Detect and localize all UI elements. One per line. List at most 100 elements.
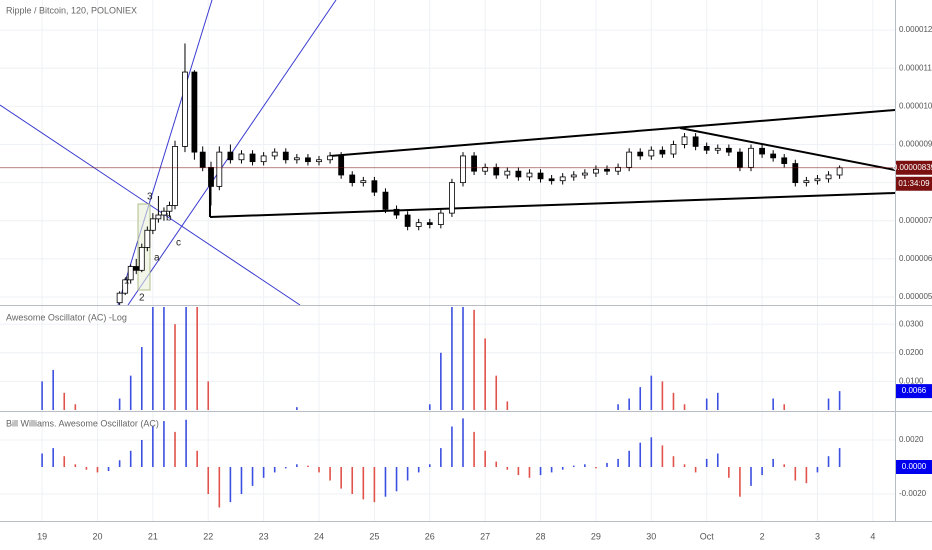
histogram-bar (74, 464, 77, 467)
y-tick-label: 0.0200 (899, 348, 924, 357)
histogram-bar (107, 467, 110, 472)
histogram-bar (118, 398, 121, 410)
histogram-bar (628, 398, 630, 410)
candle-body (792, 163, 799, 184)
x-tick-label: 28 (536, 531, 546, 541)
histogram-bar (794, 467, 797, 481)
histogram-bar (639, 442, 642, 467)
histogram-bar (639, 387, 642, 410)
candle-body (659, 149, 666, 155)
candle-body (208, 166, 214, 187)
x-tick-label: 26 (425, 531, 435, 541)
histogram-bar (694, 467, 697, 473)
candle-body (637, 151, 644, 157)
candle-body (759, 147, 765, 155)
candle-body (172, 145, 178, 206)
histogram-bar (118, 460, 121, 467)
histogram-bar (716, 392, 719, 410)
candle-body (526, 172, 533, 178)
histogram-bar (273, 467, 276, 473)
chart-title: Ripple / Bitcoin, 120, POLONIEX (6, 5, 137, 15)
y-tick-label: 0.00000900 (899, 140, 932, 149)
candle-body (282, 151, 289, 161)
candle-body (293, 157, 300, 161)
last-value-label: 0.00000839 (893, 163, 932, 172)
histogram-bar (373, 467, 376, 503)
candle-body (604, 168, 610, 172)
candle-body (748, 147, 754, 168)
candle-body (161, 210, 167, 216)
candle-body (559, 176, 566, 182)
histogram-bar (838, 448, 841, 467)
histogram-bar (462, 307, 464, 410)
histogram-bar (572, 465, 575, 467)
trendline (209, 192, 895, 218)
histogram-bar (650, 437, 653, 467)
histogram-bar (63, 392, 66, 410)
histogram-bar (528, 467, 531, 478)
candle-body (581, 172, 588, 176)
last-value-label: 0.0066 (902, 386, 927, 395)
histogram-bar (251, 467, 254, 486)
candle-body (515, 170, 522, 178)
histogram-bar (63, 456, 66, 467)
x-tick-label: 30 (646, 531, 656, 541)
histogram-bar (484, 338, 486, 410)
histogram-bar (783, 464, 786, 467)
histogram-bar (296, 464, 298, 467)
histogram-bar (52, 369, 54, 410)
candle-body (238, 153, 245, 161)
histogram-bar (650, 375, 653, 410)
y-tick-label: 0.00000600 (899, 254, 932, 263)
series (0, 43, 895, 305)
candle-body (349, 174, 356, 184)
histogram-bar (772, 398, 774, 410)
candle-body (327, 155, 333, 161)
x-tick-label: 24 (314, 531, 324, 541)
histogram-bar (240, 467, 243, 494)
candle-body (725, 147, 732, 153)
histogram-bar (561, 467, 564, 470)
trendline (679, 127, 895, 171)
candle-body (360, 180, 367, 184)
y-tick-label: 0.00000700 (899, 216, 932, 225)
y-tick-label: 0.0100 (899, 376, 924, 385)
candle-body (371, 180, 378, 193)
candle-body (155, 214, 162, 220)
candle-body (382, 191, 389, 210)
x-tick-label: 3 (815, 531, 820, 541)
candle-body (548, 178, 555, 182)
histogram-bar (207, 381, 210, 410)
histogram-bar (617, 458, 619, 467)
candle-body (271, 151, 278, 157)
histogram-bar (617, 404, 619, 410)
last-value-label: 0.0000 (902, 462, 927, 471)
histogram-bar (185, 419, 187, 467)
histogram-bar (739, 467, 741, 497)
histogram-bar (716, 453, 719, 467)
candle-body (227, 151, 234, 161)
candle-body (133, 266, 140, 271)
candle-body (415, 222, 422, 227)
histogram-bar (827, 456, 830, 467)
histogram-bar (683, 404, 686, 410)
x-tick-label: Oct (700, 531, 715, 541)
histogram-bar (52, 448, 54, 467)
histogram-bar (672, 392, 675, 410)
x-tick-label: 22 (203, 531, 213, 541)
candle-body (537, 172, 544, 180)
y-tick-label: 0.00001100 (899, 63, 932, 72)
histogram-bar (473, 309, 475, 410)
histogram-bar (140, 440, 143, 467)
histogram-bar (362, 467, 365, 500)
histogram-bar (428, 464, 431, 467)
histogram-bar (428, 404, 431, 410)
y-tick-label: 0.0020 (899, 435, 924, 444)
candle-body (182, 71, 188, 147)
trendline (329, 109, 895, 157)
histogram-bar (705, 458, 708, 467)
candle-body (138, 247, 145, 271)
candle-body (305, 157, 311, 163)
histogram-bar (152, 307, 154, 410)
histogram-bar (584, 464, 586, 467)
